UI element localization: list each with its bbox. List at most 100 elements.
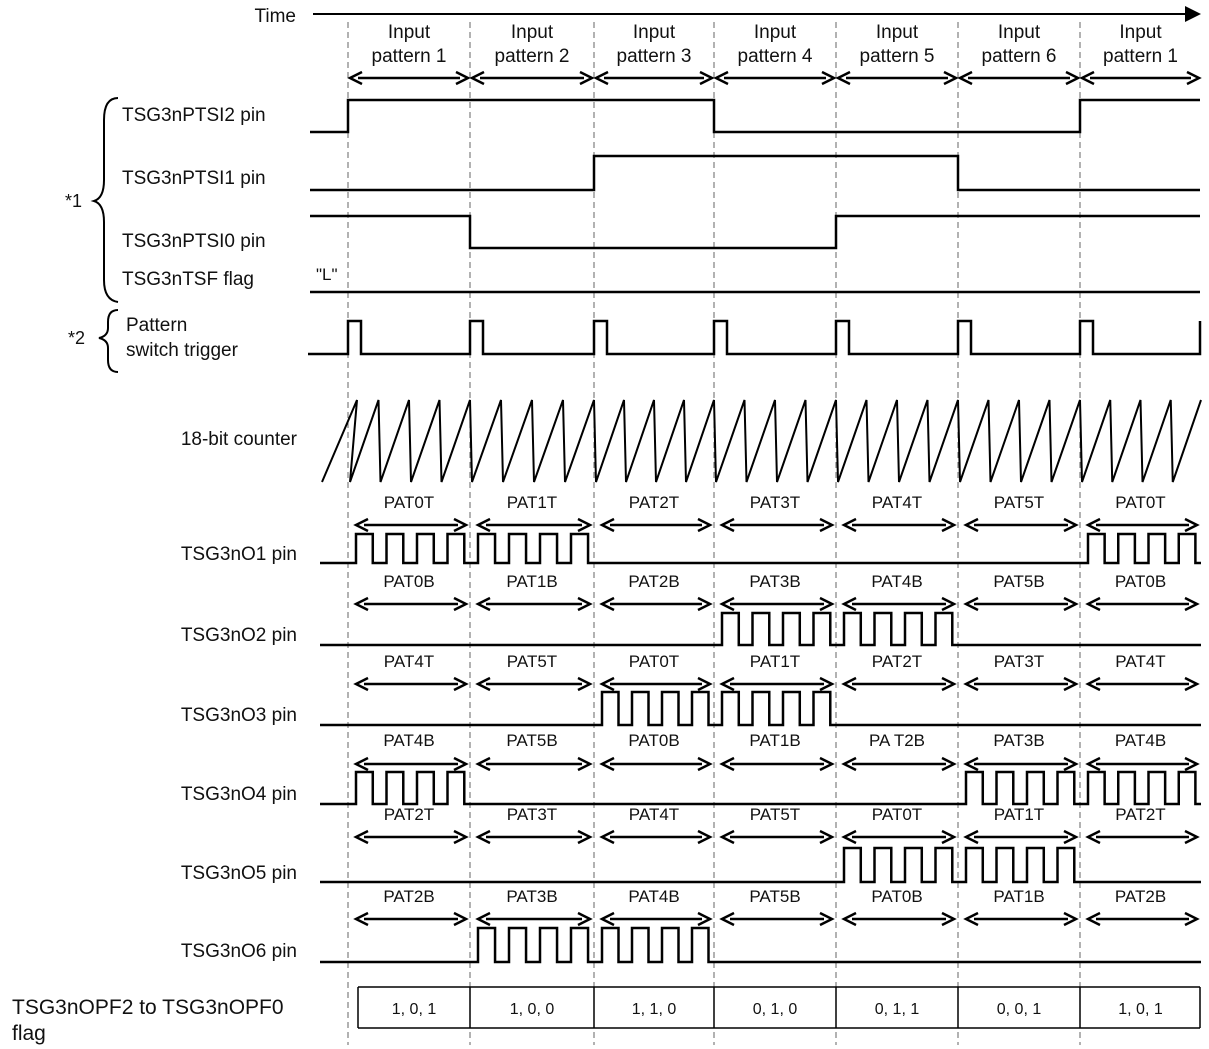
column-span-arrow-left-head: [347, 70, 363, 86]
period-label: PAT0B: [871, 887, 922, 906]
output-pin-wave: [320, 770, 1201, 806]
ptsi1-label: TSG3nPTSI1 pin: [122, 168, 266, 189]
period-span-arrow-right-head: [453, 517, 469, 533]
period-label: PAT3T: [994, 652, 1044, 671]
period-span-arrow-left-head: [719, 596, 735, 612]
period-label: PAT0T: [629, 652, 679, 671]
counter-sawtooth-wave: [321, 399, 1202, 483]
period-label: PAT0T: [872, 805, 922, 824]
output-pin-wave: [320, 846, 1201, 884]
input-waveforms: [310, 98, 1200, 294]
period-span-arrow-right-head: [577, 517, 593, 533]
period-label: PAT5B: [749, 887, 800, 906]
period-label: PAT4B: [383, 731, 434, 750]
column-span-arrow-left-head: [835, 70, 851, 86]
column-span-arrow-right-head: [1065, 70, 1081, 86]
period-label: PAT0T: [1115, 493, 1165, 512]
opf-flag-values: 1, 0, 1 1, 0, 0 1, 1, 0 0, 1, 0 0, 1, 1 0, 0,…: [357, 986, 1201, 1029]
period-span-arrow-left-head: [963, 676, 979, 692]
period-span-arrow-right-head: [941, 829, 957, 845]
period-span-arrow-left-head: [1085, 596, 1101, 612]
column-header-line2: pattern 2: [495, 46, 570, 67]
period-span-arrow-left-head: [719, 517, 735, 533]
column-span-arrow-left-head: [469, 70, 485, 86]
period-span-arrow-right-head: [577, 676, 593, 692]
group2-brace: [98, 309, 119, 373]
period-span-arrow-left-head: [353, 596, 369, 612]
column-span-arrow-left-head: [957, 70, 973, 86]
period-span-arrow-right-head: [697, 596, 713, 612]
period-span-arrow-right-head: [697, 756, 713, 772]
ptsi2-label: TSG3nPTSI2 pin: [122, 105, 266, 126]
period-span-arrow-right-head: [941, 911, 957, 927]
group1-marker: *1: [65, 191, 82, 211]
time-axis-arrowhead: [1185, 6, 1201, 22]
period-span-arrow-right-head: [577, 829, 593, 845]
period-span-arrow-left-head: [353, 517, 369, 533]
period-span-arrow-right-head: [1184, 911, 1200, 927]
period-span-arrow-right-head: [819, 829, 835, 845]
column-header-line2: pattern 4: [738, 46, 813, 67]
period-label: PAT4B: [871, 572, 922, 591]
opf-flag-value: 0, 1, 0: [753, 1001, 798, 1018]
period-span-arrow-right-head: [697, 911, 713, 927]
period-span-arrow-left-head: [1085, 756, 1101, 772]
period-span-arrow-right-head: [453, 911, 469, 927]
o6-pin-label: TSG3nO6 pin: [181, 941, 297, 962]
opf-flag-value: 1, 0, 0: [510, 1001, 555, 1018]
period-span-arrow-left-head: [963, 596, 979, 612]
period-span-arrow-right-head: [1063, 676, 1079, 692]
opf-flag-value: 1, 0, 1: [392, 1001, 437, 1018]
output-pin-wave: [320, 532, 1201, 565]
period-label: PAT2T: [872, 652, 922, 671]
period-span-arrow-right-head: [1184, 517, 1200, 533]
period-label: PAT1B: [993, 887, 1044, 906]
o3-pin-label: TSG3nO3 pin: [181, 705, 297, 726]
period-label: PAT4T: [384, 652, 434, 671]
period-span-arrow-left-head: [599, 829, 615, 845]
column-header-line1: Input: [388, 22, 431, 43]
period-span-arrow-left-head: [599, 517, 615, 533]
period-span-arrow-left-head: [719, 676, 735, 692]
counter-label: 18-bit counter: [181, 429, 298, 450]
period-label: PAT5T: [507, 652, 557, 671]
period-label: PAT1B: [506, 572, 557, 591]
period-span-arrow-left-head: [841, 829, 857, 845]
period-span-arrow-right-head: [941, 756, 957, 772]
period-span-arrow-right-head: [819, 756, 835, 772]
trigger-label-line1: Pattern: [126, 315, 187, 336]
period-span-arrow-right-head: [819, 596, 835, 612]
period-span-arrow-left-head: [599, 596, 615, 612]
output-pin-wave: [320, 926, 1201, 964]
period-label: PAT5B: [506, 731, 557, 750]
input-signal-wave: [310, 154, 1200, 192]
opf-flag-label-line1: TSG3nOPF2 to TSG3nOPF0: [12, 996, 284, 1019]
column-header-line2: pattern 1: [1103, 46, 1178, 67]
column-span-arrow-right-head: [579, 70, 595, 86]
period-label: PAT4T: [629, 805, 679, 824]
column-span-arrow-right-head: [699, 70, 715, 86]
column-header-line2: pattern 3: [617, 46, 692, 67]
period-span-arrow-left-head: [963, 911, 979, 927]
period-span-arrow-left-head: [475, 911, 491, 927]
period-label: PAT4T: [872, 493, 922, 512]
trigger-label-line2: switch trigger: [126, 340, 239, 361]
period-label: PAT4B: [1115, 731, 1166, 750]
period-label: PAT2B: [1115, 887, 1166, 906]
input-signal-wave: [310, 98, 1200, 134]
period-span-arrow-left-head: [719, 756, 735, 772]
trigger-pulse-wave: [308, 319, 1202, 356]
period-label: PA T2B: [869, 731, 925, 750]
period-label: PAT1T: [750, 652, 800, 671]
period-label: PAT2T: [629, 493, 679, 512]
period-span-arrow-right-head: [819, 517, 835, 533]
period-label: PAT3B: [993, 731, 1044, 750]
period-span-arrow-right-head: [697, 676, 713, 692]
period-span-arrow-right-head: [453, 676, 469, 692]
period-span-arrow-right-head: [577, 596, 593, 612]
column-header-line1: Input: [633, 22, 676, 43]
period-label: PAT0B: [1115, 572, 1166, 591]
period-span-arrow-right-head: [453, 596, 469, 612]
period-span-arrow-left-head: [841, 517, 857, 533]
period-span-arrow-right-head: [577, 756, 593, 772]
